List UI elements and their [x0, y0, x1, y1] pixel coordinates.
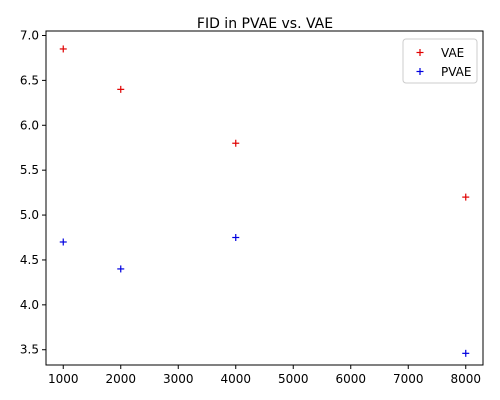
data-point-vae [60, 45, 67, 52]
y-tick-label: 5.5 [20, 163, 39, 177]
data-point-pvae [462, 350, 469, 357]
legend: VAE PVAE [403, 39, 477, 83]
x-tick-label: 3000 [163, 372, 194, 386]
x-tick-label: 2000 [105, 372, 136, 386]
x-axis: 1000 2000 3000 4000 5000 6000 7000 8000 [48, 365, 481, 386]
legend-label-vae: VAE [441, 46, 464, 60]
y-tick-label: 5.0 [20, 208, 39, 222]
data-point-vae [462, 194, 469, 201]
data-points [60, 45, 470, 356]
y-tick-label: 4.0 [20, 298, 39, 312]
x-tick-label: 7000 [393, 372, 424, 386]
data-point-vae [232, 140, 239, 147]
data-point-pvae [117, 265, 124, 272]
x-tick-label: 6000 [335, 372, 366, 386]
data-point-pvae [232, 234, 239, 241]
y-tick-label: 6.0 [20, 118, 39, 132]
data-point-vae [117, 86, 124, 93]
x-tick-label: 1000 [48, 372, 79, 386]
x-tick-label: 5000 [278, 372, 309, 386]
y-tick-label: 6.5 [20, 73, 39, 87]
y-tick-label: 4.5 [20, 253, 39, 267]
x-tick-label: 4000 [220, 372, 251, 386]
chart-title: FID in PVAE vs. VAE [197, 16, 333, 32]
x-tick-label: 8000 [450, 372, 481, 386]
y-tick-label: 7.0 [20, 28, 39, 42]
legend-label-pvae: PVAE [441, 65, 471, 79]
y-tick-label: 3.5 [20, 343, 39, 357]
data-point-pvae [60, 238, 67, 245]
y-axis: 3.5 4.0 4.5 5.0 5.5 6.0 6.5 7.0 [20, 28, 46, 356]
